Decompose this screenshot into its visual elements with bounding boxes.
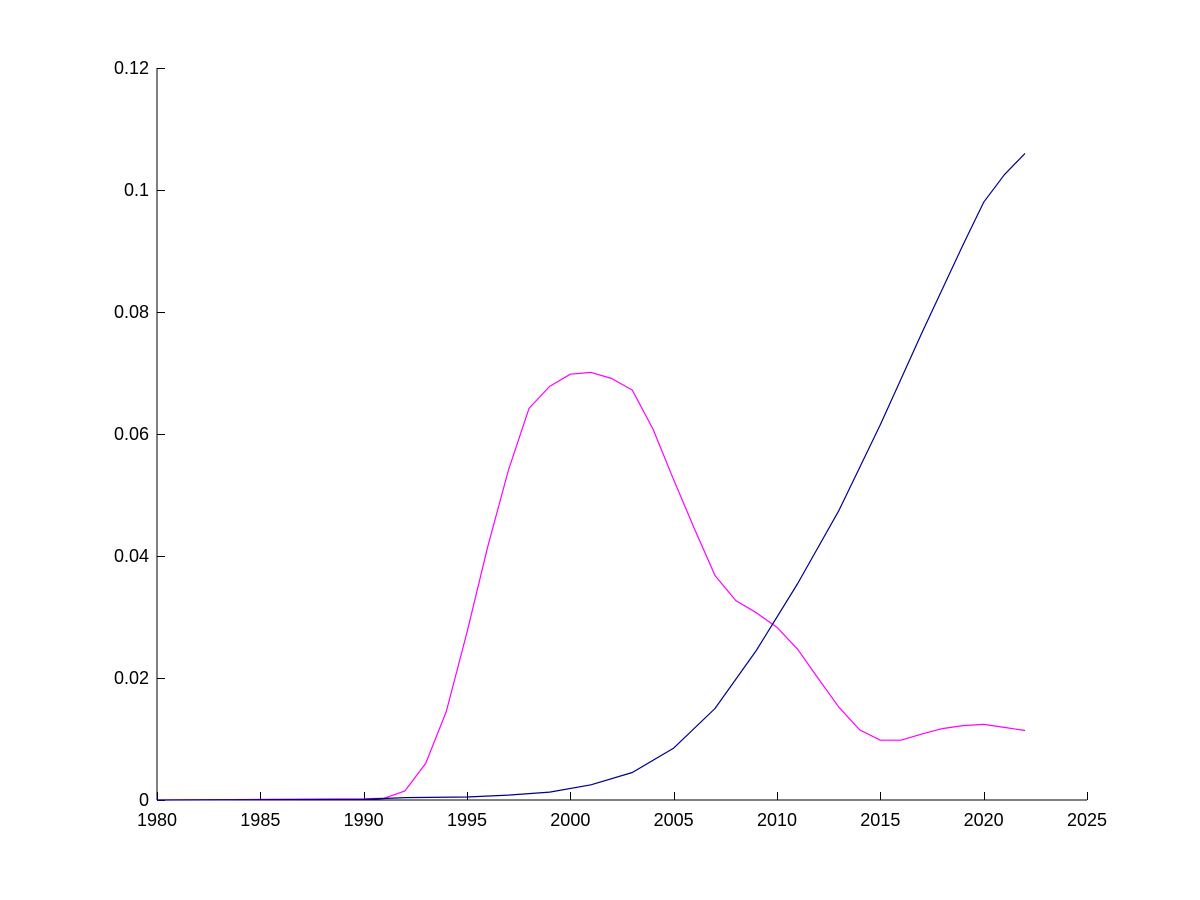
series-line-2 xyxy=(156,152,1026,801)
x-tick-label: 2000 xyxy=(550,810,590,830)
y-tick-label: 0.06 xyxy=(114,424,149,444)
chart-series xyxy=(156,152,1026,801)
chart-axes xyxy=(156,68,1087,801)
x-tick-label: 2010 xyxy=(757,810,797,830)
x-tick-label: 1995 xyxy=(447,810,487,830)
x-tick-label: 1990 xyxy=(344,810,384,830)
x-axis-ticks: 1980 1985 1990 1995 2000 2005 2010 2015 2020 2025 xyxy=(137,792,1107,830)
x-tick-label: 2015 xyxy=(860,810,900,830)
y-tick-label: 0.08 xyxy=(114,302,149,322)
x-tick-label: 1980 xyxy=(137,810,177,830)
y-tick-label: 0.02 xyxy=(114,668,149,688)
x-tick-label: 1985 xyxy=(240,810,280,830)
y-tick-label: 0.04 xyxy=(114,546,149,566)
x-tick-label: 2025 xyxy=(1067,810,1107,830)
x-tick-label: 2020 xyxy=(964,810,1004,830)
y-tick-label: 0.12 xyxy=(114,58,149,78)
y-tick-label: 0 xyxy=(139,790,149,810)
x-tick-label: 2005 xyxy=(654,810,694,830)
y-tick-label: 0.1 xyxy=(124,180,149,200)
series-line-1 xyxy=(156,371,1026,801)
